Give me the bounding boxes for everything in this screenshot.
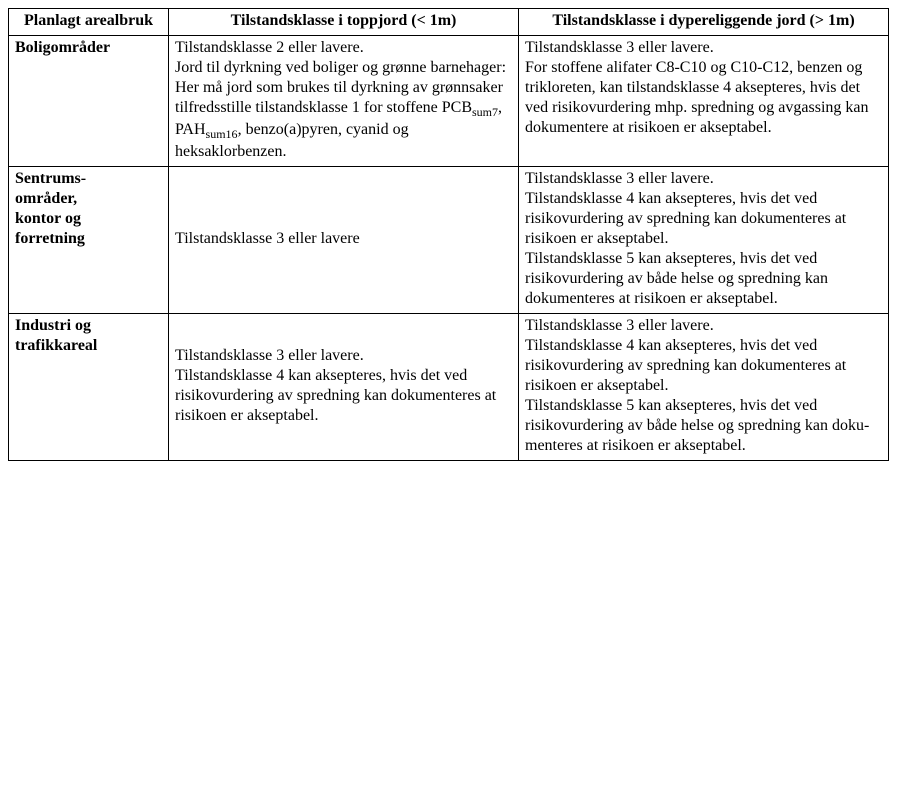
row-label: Industri ogtrafikkareal [9,314,169,461]
table-row: Sentrums-områder,kontor ogforretning Til… [9,167,889,314]
row-deepsoil: Tilstandsklasse 3 eller lavere.For stoff… [519,36,889,167]
row-topsoil: Tilstandsklasse 2 eller lavere.Jord til … [169,36,519,167]
row-topsoil: Tilstandsklasse 3 eller lavere [169,167,519,314]
row-deepsoil: Tilstandsklasse 3 eller lavere.Tilstands… [519,167,889,314]
row-topsoil: Tilstandsklasse 3 eller lavere.Tilstands… [169,314,519,461]
header-col1: Planlagt arealbruk [9,9,169,36]
table-row: Industri ogtrafikkareal Tilstandsklasse … [9,314,889,461]
header-col2: Tilstandsklasse i toppjord (< 1m) [169,9,519,36]
row-deepsoil: Tilstandsklasse 3 eller lavere.Tilstands… [519,314,889,461]
table-header-row: Planlagt arealbruk Tilstandsklasse i top… [9,9,889,36]
soil-class-table: Planlagt arealbruk Tilstandsklasse i top… [8,8,889,461]
table-row: Boligområder Tilstandsklasse 2 eller lav… [9,36,889,167]
row-label: Sentrums-områder,kontor ogforretning [9,167,169,314]
row-label: Boligområder [9,36,169,167]
header-col3: Tilstandsklasse i dypereliggende jord (>… [519,9,889,36]
